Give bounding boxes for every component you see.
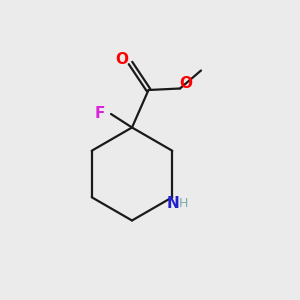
Text: O: O: [116, 52, 129, 67]
Text: F: F: [94, 106, 105, 121]
Text: N: N: [167, 196, 179, 211]
Text: O: O: [179, 76, 192, 91]
Text: H: H: [179, 197, 188, 210]
